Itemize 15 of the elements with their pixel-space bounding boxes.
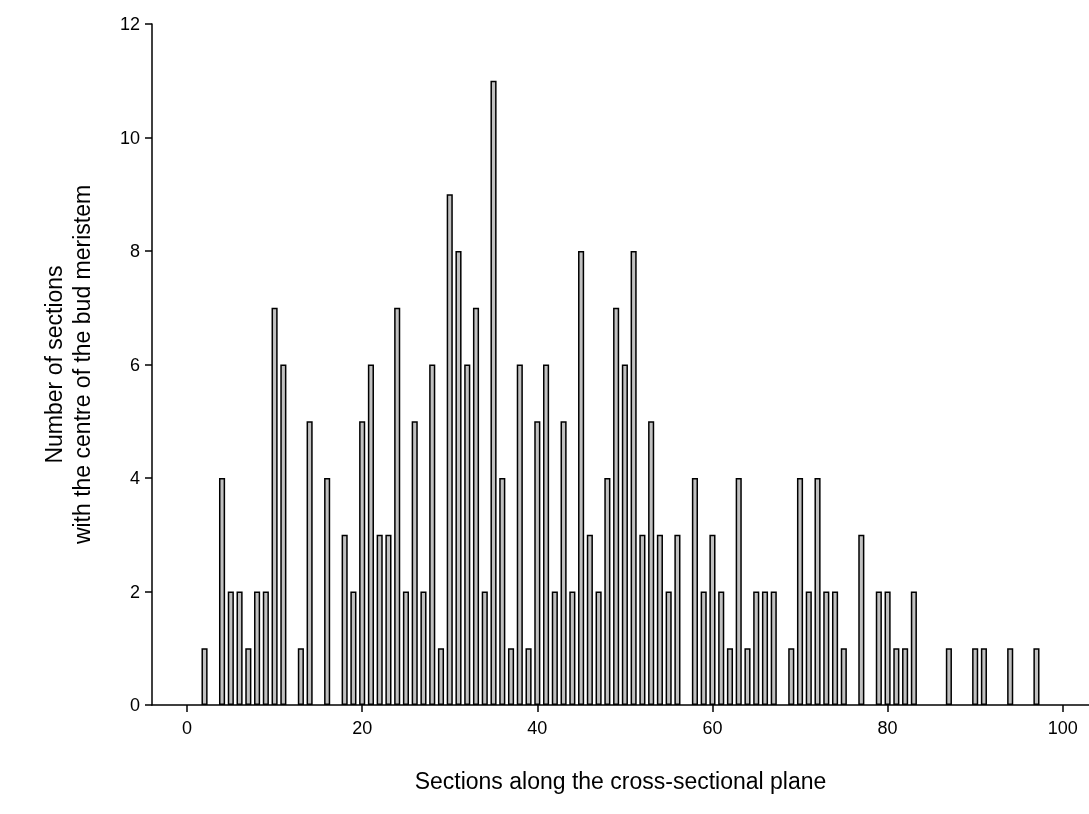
y-tick-label: 0 — [129, 695, 140, 715]
x-axis-title: Sections along the cross-sectional plane — [414, 768, 827, 794]
x-tick-label: 40 — [527, 718, 548, 738]
x-tick-label: 20 — [352, 718, 373, 738]
y-tick-label: 12 — [119, 14, 140, 34]
x-tick-label: 80 — [877, 718, 898, 738]
x-tick-label: 100 — [1047, 718, 1078, 738]
x-tick-label: 0 — [182, 718, 193, 738]
y-tick-label: 2 — [129, 581, 140, 602]
y-tick-label: 6 — [129, 354, 140, 375]
y-tick-label: 8 — [129, 241, 140, 261]
y-tick-label: 4 — [129, 468, 140, 488]
y-tick-label: 10 — [119, 127, 140, 148]
y-axis-title: Number of sections with the centre of the bud meristem — [41, 184, 95, 546]
x-tick-label: 60 — [702, 718, 723, 738]
